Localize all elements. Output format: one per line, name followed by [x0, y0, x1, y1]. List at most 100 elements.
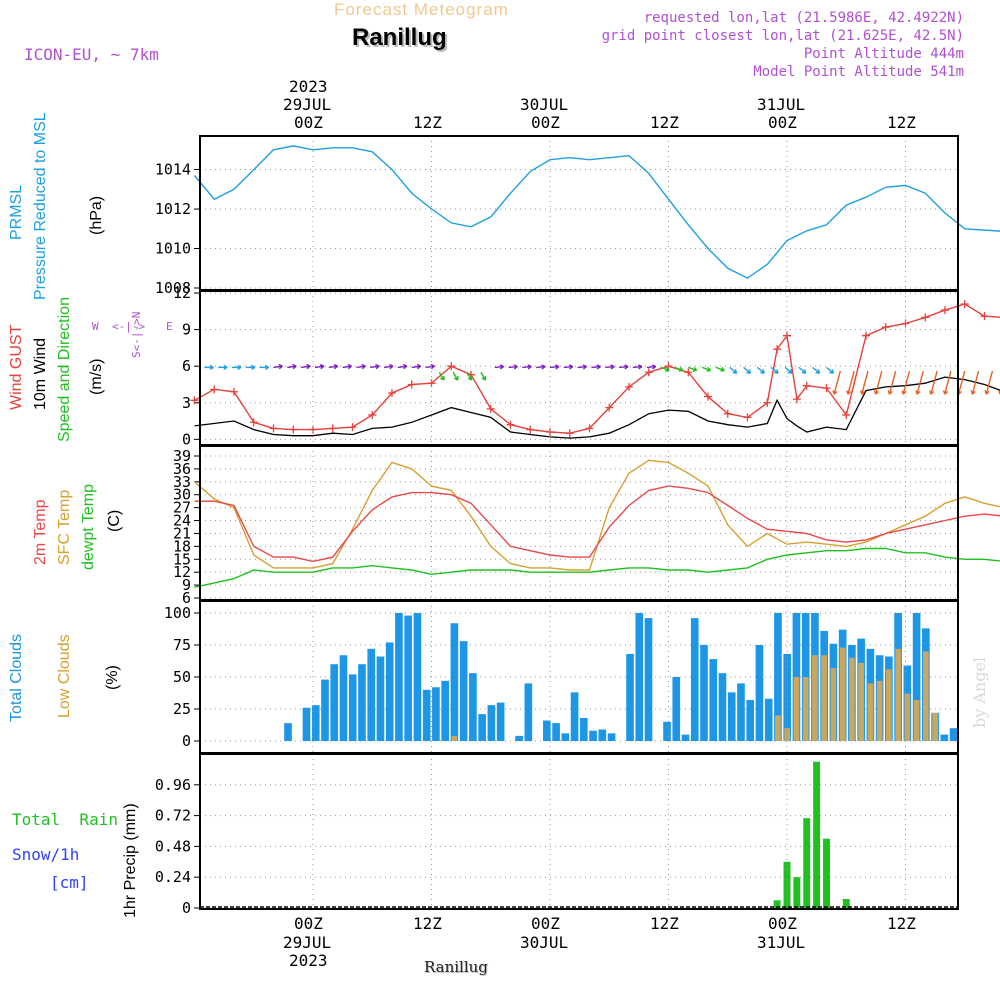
- bottom-hour-label-4: 12Z: [650, 914, 679, 933]
- wind-direction-arrowhead: [513, 364, 518, 370]
- low-clouds-bar: [775, 715, 781, 741]
- total-clouds-bar: [441, 680, 449, 741]
- bottom-date-label-1: 29JUL: [283, 933, 332, 952]
- total-clouds-bar: [580, 717, 588, 741]
- wind-direction-arrowhead: [596, 364, 601, 370]
- footer-location: Ranillug: [424, 958, 488, 976]
- wind-direction-arrowhead: [692, 366, 698, 372]
- wind-direction-arrow: [833, 370, 842, 395]
- gust-marker: [941, 306, 949, 315]
- wind-direction-arrowhead: [678, 366, 684, 372]
- wind-direction-arrowhead: [829, 369, 835, 374]
- gust-marker: [743, 413, 752, 422]
- total-clouds-bar: [607, 733, 616, 741]
- wind-direction-arrowhead: [237, 364, 242, 371]
- wind-direction-arrow: [715, 366, 725, 372]
- top-date-label-1: 29JUL: [283, 95, 332, 114]
- bottom-hour-label-2: 12Z: [413, 914, 442, 933]
- total-clouds-bar: [358, 664, 366, 741]
- wind-direction-arrow: [756, 366, 765, 374]
- wind-direction-arrow: [563, 365, 573, 369]
- temp-tick-label: 24: [173, 512, 191, 530]
- wind-direction-arrowhead: [361, 363, 366, 370]
- precip-tick-label: 0.96: [155, 776, 191, 794]
- wind-direction-arrow: [660, 366, 670, 372]
- gust-marker: [368, 410, 377, 419]
- pressure-tick-label: 1008: [155, 279, 191, 297]
- compass-w: W: [92, 320, 99, 333]
- gust-marker: [506, 420, 515, 429]
- snow-cm-label: [cm]: [50, 873, 89, 892]
- temp-tick-label: 9: [182, 576, 191, 594]
- forecast-title: Forecast Meteogram: [334, 0, 509, 19]
- wind-direction-arrow: [328, 365, 338, 369]
- wind-direction-arrow: [314, 365, 324, 369]
- total-clouds-bar: [626, 653, 634, 741]
- total-clouds-bar: [672, 677, 681, 741]
- wind-direction-arrowhead: [453, 376, 459, 381]
- wind-direction-arrowhead: [347, 363, 352, 370]
- wind-direction-arrowhead: [801, 369, 807, 374]
- top-hour-label-6: 12Z: [887, 113, 916, 132]
- total-clouds-bar: [552, 723, 560, 741]
- low-clouds-bar: [895, 648, 901, 741]
- total-clouds-bar: [478, 714, 486, 741]
- low-clouds-bar: [839, 647, 846, 741]
- temp-2m-line: [194, 485, 1000, 563]
- total-clouds-bar: [524, 683, 533, 741]
- gust-marker: [190, 396, 199, 405]
- pressure-tick-label: 1012: [155, 200, 191, 218]
- gust-marker: [881, 323, 890, 332]
- total-clouds-bar: [330, 664, 339, 741]
- total-clouds-bar: [709, 659, 718, 741]
- wind-direction-arrow: [826, 366, 834, 374]
- top-hour-label-1: 00Z: [294, 113, 323, 132]
- rain-bar: [842, 899, 850, 908]
- wind-direction-arrow: [646, 365, 656, 369]
- wind-direction-arrowhead: [787, 369, 793, 374]
- wind-direction-arrow: [536, 365, 546, 369]
- wind-direction-arrowhead: [720, 366, 725, 372]
- wind-direction-arrowhead: [846, 390, 852, 395]
- wind-direction-arrow: [729, 366, 738, 374]
- total-clouds-bar: [727, 692, 736, 741]
- gust-marker: [388, 389, 396, 397]
- wind-direction-arrowhead: [984, 390, 990, 395]
- wind-direction-arrowhead: [651, 364, 657, 370]
- gust-marker: [792, 395, 801, 404]
- wind-tick-label: 0: [182, 430, 191, 448]
- wind-direction-arrow: [743, 366, 751, 374]
- total-clouds-bar: [367, 648, 376, 741]
- wind-direction-arrow: [494, 365, 504, 369]
- wind-direction-arrowhead: [278, 363, 283, 370]
- total-clouds-bar: [561, 733, 570, 741]
- temp-tick-label: 36: [173, 460, 191, 478]
- wind-direction-arrow: [411, 365, 421, 369]
- wind-direction-arrowhead: [306, 363, 311, 370]
- total-clouds-bar: [746, 700, 755, 741]
- total-clouds-bar: [598, 729, 607, 741]
- rain-bar: [813, 761, 821, 908]
- total-clouds-bar: [644, 618, 653, 741]
- wind-direction-arrow: [861, 370, 869, 395]
- wind-direction-arrowhead: [873, 390, 879, 395]
- wind-tick-label: 3: [182, 394, 191, 412]
- total-clouds-bar: [663, 721, 671, 741]
- wind-direction-arrowhead: [223, 364, 228, 371]
- total-clouds-bar: [570, 692, 579, 741]
- wind-direction-arrowhead: [664, 366, 670, 372]
- gust-marker: [862, 331, 870, 340]
- wind-direction-arrowhead: [706, 366, 712, 372]
- low-clouds-bar: [812, 655, 818, 741]
- wind-direction-arrow: [425, 365, 435, 369]
- wind-direction-arrowhead: [467, 376, 473, 381]
- wind-direction-arrowhead: [568, 364, 574, 370]
- total-clouds-bar: [395, 613, 403, 741]
- gust-marker: [269, 424, 278, 433]
- gust-marker: [407, 380, 416, 389]
- total-clouds-bar: [469, 673, 477, 741]
- wind-direction-arrow: [577, 365, 587, 369]
- wind-direction-arrow: [480, 371, 486, 381]
- total-clouds-bar: [339, 655, 348, 741]
- wind-direction-arrow: [549, 365, 560, 369]
